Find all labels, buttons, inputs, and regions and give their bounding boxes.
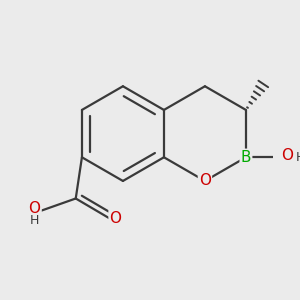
- Text: H: H: [296, 151, 300, 164]
- Text: O: O: [28, 200, 40, 215]
- Text: H: H: [30, 214, 39, 227]
- Text: O: O: [199, 173, 211, 188]
- Text: O: O: [110, 211, 122, 226]
- Text: O: O: [281, 148, 293, 163]
- Text: B: B: [241, 150, 251, 165]
